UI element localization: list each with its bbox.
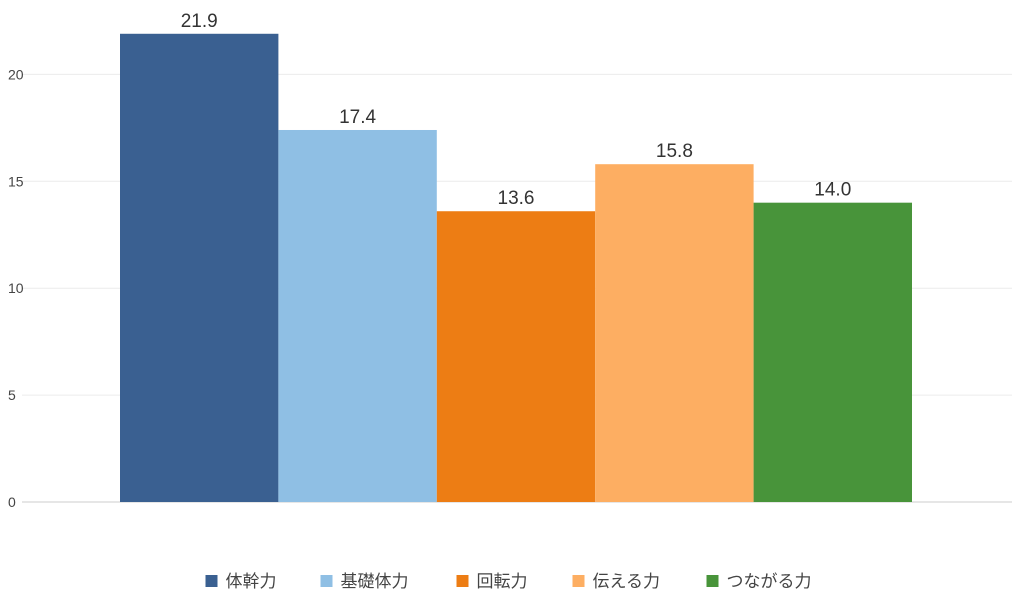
y-axis: 0 5 10 15 20 (8, 66, 24, 510)
legend-item[interactable]: 体幹力 (205, 571, 277, 592)
legend-item[interactable]: 基礎体力 (320, 572, 409, 592)
legend-swatch (706, 575, 719, 587)
y-tick-label: 20 (8, 66, 24, 82)
legend-item[interactable]: 回転力 (456, 572, 528, 592)
legend-label: 体幹力 (226, 571, 277, 592)
bar-4 (595, 164, 754, 503)
legend-swatch (205, 575, 218, 587)
legend-swatch (320, 575, 333, 587)
bar-1 (120, 33, 279, 502)
y-tick-label: 5 (8, 387, 16, 403)
bar-value-label: 15.8 (656, 141, 693, 162)
legend-item[interactable]: つながる力 (706, 572, 812, 592)
legend-label: つながる力 (727, 572, 812, 592)
bar-value-label: 21.9 (181, 11, 218, 32)
bar-2 (278, 129, 437, 502)
legend-label: 基礎体力 (341, 572, 409, 592)
bar-value-label: 13.6 (498, 188, 535, 209)
legend-label: 伝える力 (593, 572, 661, 592)
legend-item[interactable]: 伝える力 (572, 572, 661, 592)
legend-swatch (572, 575, 585, 587)
bar-5 (753, 202, 912, 502)
legend-swatch (456, 575, 469, 587)
legend-label: 回転力 (477, 572, 528, 592)
bar-3 (436, 211, 596, 502)
bar-value-label: 17.4 (339, 107, 376, 128)
bar-value-label: 14.0 (814, 180, 851, 201)
bars (120, 33, 912, 503)
y-tick-label: 10 (8, 280, 24, 296)
legend: 体幹力 基礎体力 回転力 伝える力 つながる力 (205, 571, 812, 592)
value-labels: 21.9 17.4 13.6 15.8 14.0 (181, 11, 852, 209)
y-tick-label: 15 (8, 173, 24, 189)
y-tick-label: 0 (8, 494, 16, 510)
